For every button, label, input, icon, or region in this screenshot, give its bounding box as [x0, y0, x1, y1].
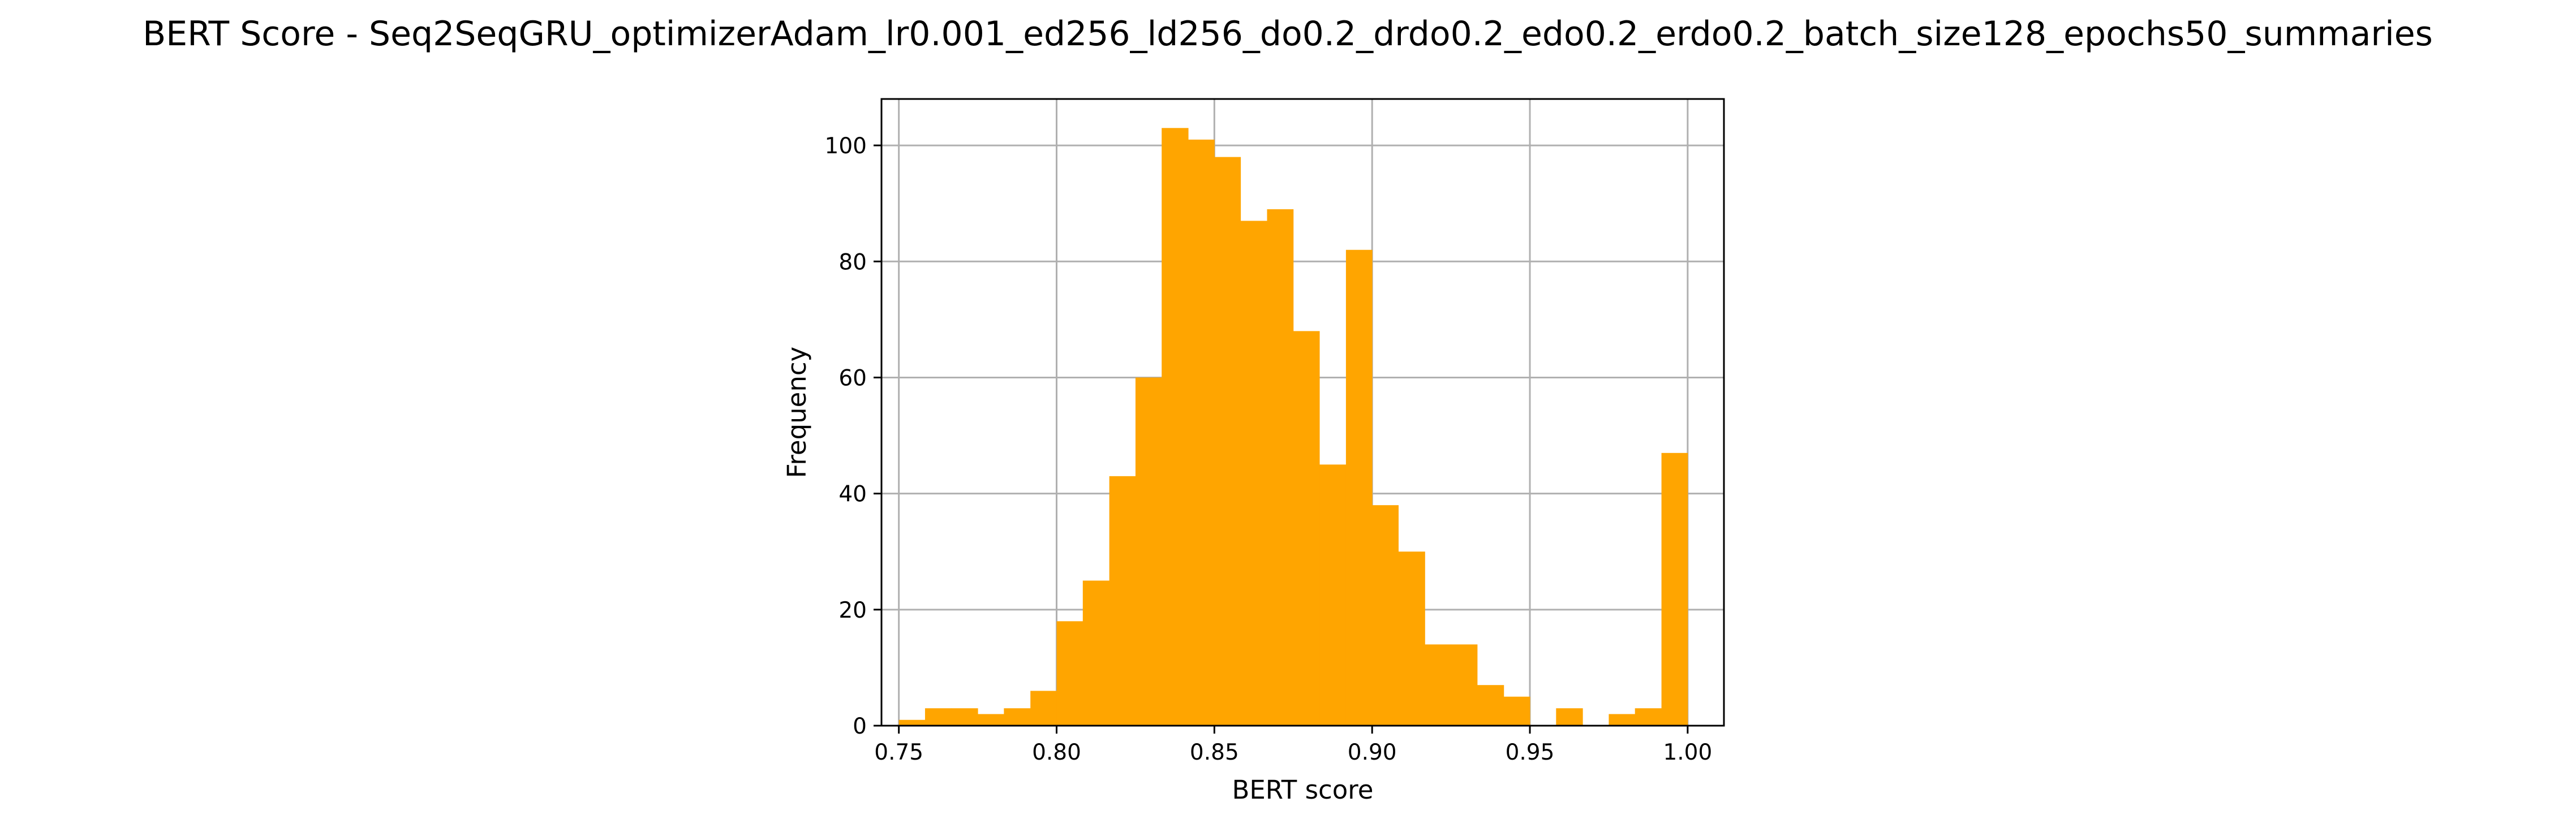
- y-tick-label: 80: [838, 249, 867, 275]
- histogram-bar: [1319, 464, 1347, 726]
- histogram-bar: [1004, 708, 1031, 726]
- x-tick-label: 1.00: [1663, 740, 1712, 765]
- histogram-bar: [1293, 331, 1320, 726]
- x-tick-label: 0.90: [1348, 740, 1397, 765]
- histogram-bar: [924, 708, 952, 726]
- y-axis-label: Frequency: [782, 347, 812, 478]
- y-tick-label: 20: [838, 598, 867, 623]
- histogram-bar: [1345, 249, 1373, 726]
- histogram-bar: [1609, 714, 1636, 726]
- histogram-bar: [1451, 644, 1478, 726]
- y-tick-label: 40: [838, 482, 867, 507]
- histogram-bar: [1398, 551, 1425, 726]
- histogram-bar: [1214, 157, 1241, 726]
- histogram-bar: [951, 708, 978, 726]
- x-tick-label: 0.75: [874, 740, 923, 765]
- y-tick-label: 100: [825, 133, 867, 159]
- histogram-bar: [1135, 377, 1162, 726]
- x-tick-label: 0.80: [1032, 740, 1081, 765]
- histogram-bar: [1635, 708, 1662, 726]
- chart-title: BERT Score - Seq2SeqGRU_optimizerAdam_lr…: [143, 14, 2433, 54]
- histogram-bar: [1661, 452, 1688, 726]
- histogram-bar: [1056, 621, 1083, 726]
- y-tick-label: 0: [853, 714, 867, 739]
- x-tick-label: 0.95: [1506, 740, 1555, 765]
- histogram-bar: [898, 719, 926, 726]
- histogram-bar: [1372, 505, 1399, 726]
- histogram-bar: [1425, 644, 1452, 726]
- histogram-bar: [1503, 696, 1530, 726]
- histogram-bar: [1240, 221, 1267, 726]
- histogram-bar: [1109, 476, 1136, 726]
- histogram-bar: [1556, 708, 1583, 726]
- histogram-bars: [898, 128, 1688, 726]
- x-tick-label: 0.85: [1190, 740, 1239, 765]
- x-axis-label: BERT score: [1232, 775, 1373, 805]
- plot-area-frame: [880, 98, 1725, 727]
- histogram-bar: [1030, 691, 1057, 726]
- y-axis-ticks: 0 20 40 60 80 100: [825, 133, 881, 739]
- histogram-bar: [1082, 580, 1110, 726]
- histogram-bar: [1477, 685, 1504, 726]
- histogram-bar: [1188, 139, 1215, 726]
- x-axis-ticks: 0.75 0.80 0.85 0.90 0.95 1.00: [874, 726, 1712, 765]
- histogram-bar: [1267, 209, 1294, 726]
- y-tick-label: 60: [838, 365, 867, 391]
- histogram-bar: [1162, 128, 1189, 726]
- histogram-bar: [978, 714, 1004, 726]
